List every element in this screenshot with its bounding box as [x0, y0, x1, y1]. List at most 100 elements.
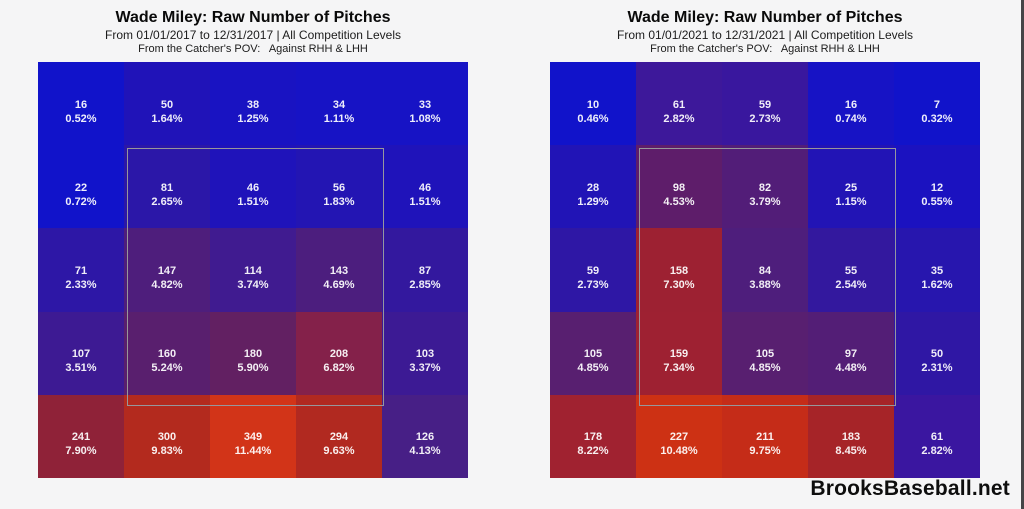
heatmap-cell-label: 35 1.62%: [921, 264, 953, 291]
heatmap-cell-label: 211 9.75%: [749, 431, 781, 458]
heatmap-cell: 25 1.15%: [808, 145, 894, 229]
heatmap-cell-label: 61 2.82%: [663, 98, 695, 125]
heatmap-cell-label: 34 1.11%: [323, 98, 355, 125]
heatmap-cell-label: 147 4.82%: [151, 264, 183, 291]
heatmap-cell: 227 10.48%: [636, 394, 722, 478]
heatmap-cell-label: 7 0.32%: [921, 98, 953, 125]
heatmap-cell-label: 33 1.08%: [409, 98, 441, 125]
heatmap-cell: 294 9.63%: [296, 394, 382, 478]
heatmap-cell: 160 5.24%: [124, 311, 210, 395]
heatmap-cell-label: 158 7.30%: [663, 264, 695, 291]
heatmap-cell-label: 107 3.51%: [65, 348, 97, 375]
heatmap-cell: 82 3.79%: [722, 145, 808, 229]
heatmap-cell-label: 98 4.53%: [663, 181, 695, 208]
heatmap-cell-label: 59 2.73%: [749, 98, 781, 125]
heatmap-cell: 211 9.75%: [722, 394, 808, 478]
heatmap-cell: 22 0.72%: [38, 145, 124, 229]
pitch-heatmap-2021: Wade Miley: Raw Number of Pitches From 0…: [550, 8, 980, 478]
heatmap-cell: 35 1.62%: [894, 228, 980, 312]
heatmap-cell-label: 16 0.74%: [835, 98, 867, 125]
heatmap-cell-label: 22 0.72%: [65, 181, 97, 208]
heatmap-cell: 183 8.45%: [808, 394, 894, 478]
heatmap-cell: 34 1.11%: [296, 62, 382, 146]
heatmap-cell: 103 3.37%: [382, 311, 468, 395]
heatmap-cell: 46 1.51%: [210, 145, 296, 229]
heatmap-cell: 105 4.85%: [550, 311, 636, 395]
heatmap-cell-label: 10 0.46%: [577, 98, 609, 125]
chart-subtitle: From 01/01/2017 to 12/31/2017 | All Comp…: [105, 28, 401, 42]
heatmap-cell-label: 300 9.83%: [151, 431, 183, 458]
heatmap-cell: 55 2.54%: [808, 228, 894, 312]
heatmap-cell: 59 2.73%: [550, 228, 636, 312]
heatmap-cell-label: 56 1.83%: [323, 181, 355, 208]
chart-pov-line: From the Catcher's POV: Against RHH & LH…: [650, 43, 880, 55]
chart-header-2021: Wade Miley: Raw Number of Pitches From 0…: [550, 8, 980, 56]
heatmap-cell: 159 7.34%: [636, 311, 722, 395]
heatmap-cell: 61 2.82%: [636, 62, 722, 146]
heatmap-cell-label: 82 3.79%: [749, 181, 781, 208]
heatmap-cell: 16 0.52%: [38, 62, 124, 146]
brand-watermark: BrooksBaseball.net: [810, 477, 1010, 500]
heatmap-cell-label: 71 2.33%: [65, 264, 97, 291]
heatmap-cell-label: 38 1.25%: [237, 98, 269, 125]
heatmap-cell: 84 3.88%: [722, 228, 808, 312]
heatmap-cell: 143 4.69%: [296, 228, 382, 312]
heatmap-cell: 12 0.55%: [894, 145, 980, 229]
heatmap-cell: 38 1.25%: [210, 62, 296, 146]
heatmap-cell-label: 50 2.31%: [921, 348, 953, 375]
heatmap-cell-label: 55 2.54%: [835, 264, 867, 291]
heatmap-grid-2017: 16 0.52% 50 1.64% 38 1.25% 34 1.11% 33 1.08% 22 0.7…: [38, 62, 468, 478]
heatmap-cell-label: 178 8.22%: [577, 431, 609, 458]
heatmap-cell-label: 50 1.64%: [151, 98, 183, 125]
heatmap-cell-label: 81 2.65%: [151, 181, 183, 208]
heatmap-cell-label: 16 0.52%: [65, 98, 97, 125]
heatmap-cell: 126 4.13%: [382, 394, 468, 478]
heatmap-cell: 33 1.08%: [382, 62, 468, 146]
heatmap-cell-label: 28 1.29%: [577, 181, 609, 208]
heatmap-cell: 147 4.82%: [124, 228, 210, 312]
heatmap-cell-label: 294 9.63%: [323, 431, 355, 458]
heatmap-cell-label: 114 3.74%: [237, 264, 269, 291]
heatmap-cell: 87 2.85%: [382, 228, 468, 312]
heatmap-cell: 107 3.51%: [38, 311, 124, 395]
heatmap-cell: 208 6.82%: [296, 311, 382, 395]
heatmap-cell-label: 143 4.69%: [323, 264, 355, 291]
heatmap-cell-label: 126 4.13%: [409, 431, 441, 458]
chart-title: Wade Miley: Raw Number of Pitches: [115, 9, 391, 26]
heatmap-cell-label: 103 3.37%: [409, 348, 441, 375]
heatmap-cell-label: 159 7.34%: [663, 348, 695, 375]
heatmap-cell-label: 105 4.85%: [577, 348, 609, 375]
heatmap-cell: 105 4.85%: [722, 311, 808, 395]
heatmap-cell-label: 46 1.51%: [237, 181, 269, 208]
heatmap-cell-label: 160 5.24%: [151, 348, 183, 375]
heatmap-cell-label: 180 5.90%: [237, 348, 269, 375]
heatmap-cell: 300 9.83%: [124, 394, 210, 478]
chart-subtitle: From 01/01/2021 to 12/31/2021 | All Comp…: [617, 28, 913, 42]
heatmap-cell-label: 183 8.45%: [835, 431, 867, 458]
heatmap-cell-label: 46 1.51%: [409, 181, 441, 208]
heatmap-cell-label: 25 1.15%: [835, 181, 867, 208]
heatmap-cell: 16 0.74%: [808, 62, 894, 146]
chart-header-2017: Wade Miley: Raw Number of Pitches From 0…: [38, 8, 468, 56]
chart-pov-line: From the Catcher's POV: Against RHH & LH…: [138, 43, 368, 55]
heatmap-cell: 241 7.90%: [38, 394, 124, 478]
heatmap-cell-label: 59 2.73%: [577, 264, 609, 291]
heatmap-grid-2021: 10 0.46% 61 2.82% 59 2.73% 16 0.74% 7 0.32% 28 1.29…: [550, 62, 980, 478]
heatmap-cell: 71 2.33%: [38, 228, 124, 312]
heatmap-cell: 178 8.22%: [550, 394, 636, 478]
heatmap-cell-label: 208 6.82%: [323, 348, 355, 375]
heatmap-cell: 28 1.29%: [550, 145, 636, 229]
heatmap-cell: 61 2.82%: [894, 394, 980, 478]
heatmap-cell: 98 4.53%: [636, 145, 722, 229]
pitch-heatmap-2017: Wade Miley: Raw Number of Pitches From 0…: [38, 8, 468, 478]
heatmap-cell: 46 1.51%: [382, 145, 468, 229]
heatmap-cell: 56 1.83%: [296, 145, 382, 229]
heatmap-cell-label: 227 10.48%: [660, 431, 698, 458]
heatmap-cell: 7 0.32%: [894, 62, 980, 146]
heatmap-cell-label: 84 3.88%: [749, 264, 781, 291]
heatmap-cell-label: 349 11.44%: [234, 431, 272, 458]
heatmap-cell: 10 0.46%: [550, 62, 636, 146]
heatmap-cell: 50 1.64%: [124, 62, 210, 146]
heatmap-cell: 59 2.73%: [722, 62, 808, 146]
